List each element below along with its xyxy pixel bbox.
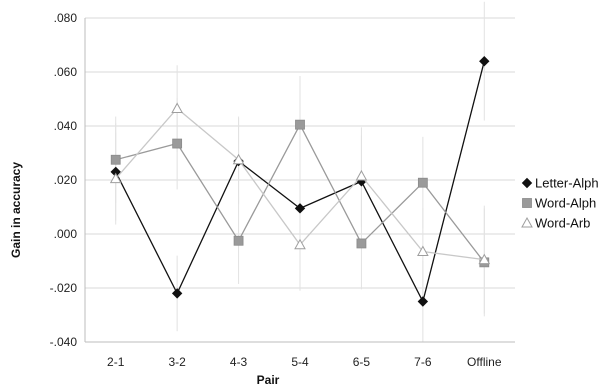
point-triangle bbox=[171, 102, 183, 113]
y-tick-label: -.020 bbox=[50, 281, 78, 295]
x-tick-label: 6-5 bbox=[353, 355, 371, 369]
x-tick-label: Offline bbox=[467, 355, 502, 369]
series-group bbox=[109, 55, 491, 307]
x-tick-label: 4-3 bbox=[230, 355, 248, 369]
legend: Letter-Alph Word-Alph Word-Arb bbox=[521, 176, 599, 231]
y-tick-label: .040 bbox=[54, 119, 78, 133]
error-bars bbox=[115, 1, 485, 342]
y-tick-label: .060 bbox=[54, 65, 78, 79]
legend-label: Word-Arb bbox=[535, 216, 590, 231]
y-axis-title: Gain in accuracy bbox=[9, 162, 23, 258]
y-tick-label: -.040 bbox=[50, 335, 78, 349]
point-triangle bbox=[109, 172, 122, 184]
y-tick-label: .000 bbox=[54, 227, 78, 241]
x-tick-label: 3-2 bbox=[168, 355, 186, 369]
point-square bbox=[233, 235, 244, 246]
legend-item: Word-Arb bbox=[521, 216, 590, 231]
point-square bbox=[110, 154, 121, 165]
point-triangle bbox=[232, 153, 245, 165]
axes bbox=[84, 18, 515, 343]
y-tick-label: .020 bbox=[54, 173, 78, 187]
point-triangle bbox=[478, 253, 491, 265]
x-axis-title: Pair bbox=[257, 373, 280, 386]
point-diamond bbox=[417, 296, 429, 307]
point-square bbox=[522, 198, 532, 208]
point-square bbox=[172, 138, 183, 149]
legend-label: Word-Alph bbox=[535, 196, 596, 211]
series-word-arb bbox=[109, 102, 491, 265]
point-diamond bbox=[294, 203, 306, 214]
legend-label: Letter-Alph bbox=[535, 176, 599, 191]
legend-item: Letter-Alph bbox=[521, 176, 599, 191]
point-triangle bbox=[294, 238, 306, 250]
tick-labels: -.040 -.020 .000 .020 .040 .060 .080 2-1 3-2 4-3 5… bbox=[50, 11, 502, 369]
point-diamond bbox=[171, 288, 183, 299]
point-triangle bbox=[417, 245, 429, 257]
point-triangle bbox=[521, 216, 533, 228]
legend-item: Word-Alph bbox=[522, 196, 596, 211]
point-diamond bbox=[521, 177, 533, 189]
x-tick-label: 7-6 bbox=[414, 355, 432, 369]
point-square bbox=[417, 177, 428, 188]
x-tick-label: 2-1 bbox=[107, 355, 125, 369]
point-diamond bbox=[479, 55, 490, 67]
point-square bbox=[295, 119, 305, 130]
point-square bbox=[356, 238, 367, 249]
y-tick-label: .080 bbox=[54, 11, 78, 25]
point-triangle bbox=[355, 169, 368, 181]
x-tick-label: 5-4 bbox=[291, 355, 309, 369]
